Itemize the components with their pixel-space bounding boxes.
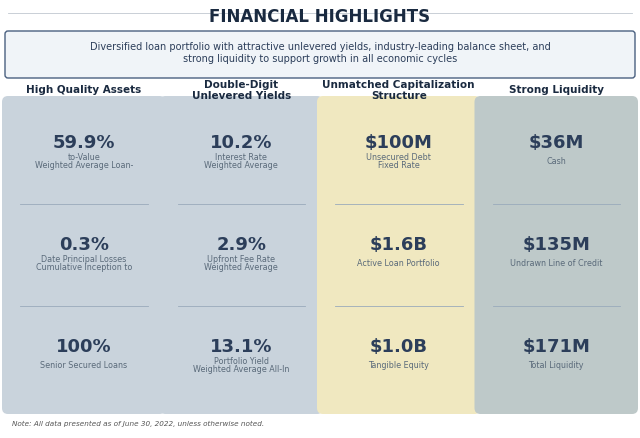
Text: Upfront Fee Rate: Upfront Fee Rate: [207, 254, 275, 264]
Text: Cumulative Inception to: Cumulative Inception to: [36, 262, 132, 272]
Text: Fixed Rate: Fixed Rate: [378, 160, 420, 170]
Text: 13.1%: 13.1%: [210, 338, 273, 356]
Text: FINANCIAL HIGHLIGHTS: FINANCIAL HIGHLIGHTS: [209, 8, 431, 26]
Text: Unmatched Capitalization: Unmatched Capitalization: [323, 80, 475, 90]
Text: $1.6B: $1.6B: [370, 236, 428, 254]
Text: Interest Rate: Interest Rate: [215, 152, 267, 162]
Text: $171M: $171M: [522, 338, 590, 356]
Text: to-Value: to-Value: [67, 152, 100, 162]
Text: Weighted Average All-In: Weighted Average All-In: [193, 364, 289, 374]
Text: Unsecured Debt: Unsecured Debt: [366, 152, 431, 162]
Text: High Quality Assets: High Quality Assets: [26, 85, 141, 95]
Text: Date Principal Losses: Date Principal Losses: [41, 254, 126, 264]
FancyBboxPatch shape: [2, 96, 166, 414]
Text: Double-Digit: Double-Digit: [204, 80, 278, 90]
Text: Total Liquidity: Total Liquidity: [529, 360, 584, 370]
Text: Tangible Equity: Tangible Equity: [368, 360, 429, 370]
Text: Strong Liquidity: Strong Liquidity: [509, 85, 604, 95]
FancyBboxPatch shape: [159, 96, 323, 414]
Text: Unlevered Yields: Unlevered Yields: [191, 91, 291, 101]
Text: 10.2%: 10.2%: [210, 134, 273, 152]
Text: Weighted Average: Weighted Average: [204, 262, 278, 272]
FancyBboxPatch shape: [5, 31, 635, 78]
Text: Note: All data presented as of June 30, 2022, unless otherwise noted.: Note: All data presented as of June 30, …: [12, 421, 264, 427]
Text: $1.0B: $1.0B: [370, 338, 428, 356]
Text: $36M: $36M: [529, 134, 584, 152]
Text: 2.9%: 2.9%: [216, 236, 266, 254]
Text: 100%: 100%: [56, 338, 111, 356]
Text: Weighted Average: Weighted Average: [204, 160, 278, 170]
Text: Portfolio Yield: Portfolio Yield: [214, 357, 269, 365]
Text: Diversified loan portfolio with attractive unlevered yields, industry-leading ba: Diversified loan portfolio with attracti…: [90, 42, 550, 52]
Text: Active Loan Portfolio: Active Loan Portfolio: [357, 258, 440, 268]
Text: Undrawn Line of Credit: Undrawn Line of Credit: [510, 258, 602, 268]
Text: $135M: $135M: [522, 236, 590, 254]
Text: strong liquidity to support growth in all economic cycles: strong liquidity to support growth in al…: [183, 54, 457, 64]
Text: $100M: $100M: [365, 134, 433, 152]
Text: 0.3%: 0.3%: [59, 236, 109, 254]
Text: Weighted Average Loan-: Weighted Average Loan-: [35, 160, 133, 170]
Text: Senior Secured Loans: Senior Secured Loans: [40, 360, 127, 370]
Text: Cash: Cash: [547, 156, 566, 166]
Text: Structure: Structure: [371, 91, 427, 101]
FancyBboxPatch shape: [317, 96, 481, 414]
FancyBboxPatch shape: [474, 96, 638, 414]
Text: 59.9%: 59.9%: [52, 134, 115, 152]
